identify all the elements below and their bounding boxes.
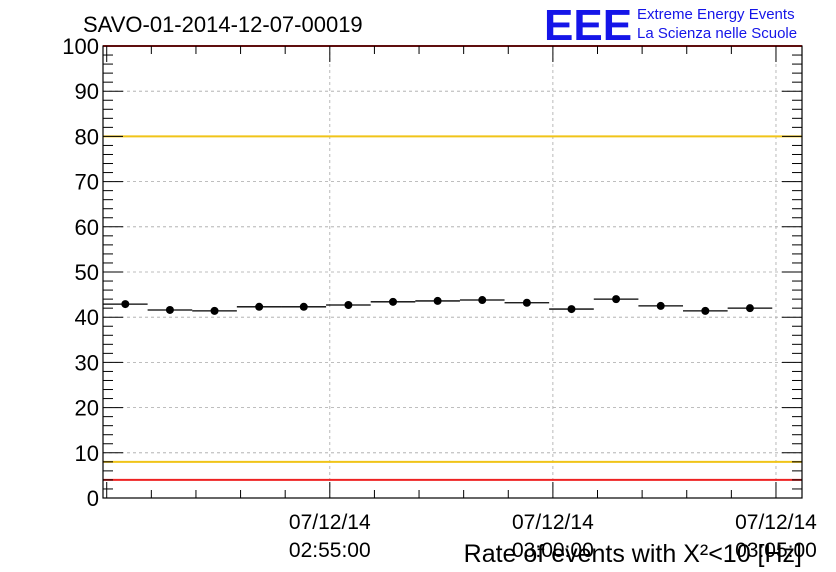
data-point <box>389 297 398 306</box>
data-point <box>745 304 754 313</box>
data-point <box>255 302 264 311</box>
logo-line-1: Extreme Energy Events <box>637 6 795 23</box>
y-axis-labels: 0 10 20 30 40 50 60 70 80 90 100 <box>62 34 99 511</box>
data-point <box>567 305 576 314</box>
y-tick-label: 70 <box>75 170 99 195</box>
data-point <box>612 295 621 304</box>
data-point <box>210 306 219 315</box>
y-tick-label: 90 <box>75 79 99 104</box>
axis-ticks <box>103 45 802 499</box>
data-point <box>165 305 174 314</box>
data-point <box>121 300 130 309</box>
y-tick-label: 60 <box>75 215 99 240</box>
y-tick-label: 100 <box>62 34 99 59</box>
y-tick-label: 0 <box>87 486 99 511</box>
data-point <box>701 306 710 315</box>
data-series <box>103 295 773 315</box>
x-axis-labels: 07/12/14 02:55:00 07/12/14 03:00:00 07/12/14… <box>289 511 817 562</box>
logo-line-2: La Scienza nelle Scuole <box>637 25 797 42</box>
data-point <box>522 298 531 307</box>
y-tick-label: 30 <box>75 350 99 375</box>
y-tick-label: 10 <box>75 441 99 466</box>
grid <box>103 46 802 498</box>
x-tick-label-time: 02:55:00 <box>289 539 371 562</box>
y-tick-label: 50 <box>75 260 99 285</box>
x-tick-label-date: 07/12/14 <box>735 511 817 534</box>
eee-logo: EEE Extreme Energy Events La Scienza nel… <box>544 1 797 50</box>
x-tick-label-date: 07/12/14 <box>289 511 371 534</box>
y-tick-label: 40 <box>75 305 99 330</box>
x-tick-label-time: 03:00:00 <box>512 539 594 562</box>
x-tick-label-date: 07/12/14 <box>512 511 594 534</box>
x-tick-label-time: 03:05:00 <box>735 539 817 562</box>
data-point <box>656 301 665 310</box>
data-point <box>433 296 442 305</box>
data-point <box>478 296 487 305</box>
data-point <box>299 302 308 311</box>
logo-mark: EEE <box>544 1 632 50</box>
y-tick-label: 20 <box>75 396 99 421</box>
chart-title: SAVO-01-2014-12-07-00019 <box>83 12 363 37</box>
reference-lines <box>103 45 802 481</box>
y-tick-label: 80 <box>75 124 99 149</box>
data-point <box>344 300 353 309</box>
x-axis-title: Rate of events with Χ²<10 [Hz] <box>464 540 802 568</box>
